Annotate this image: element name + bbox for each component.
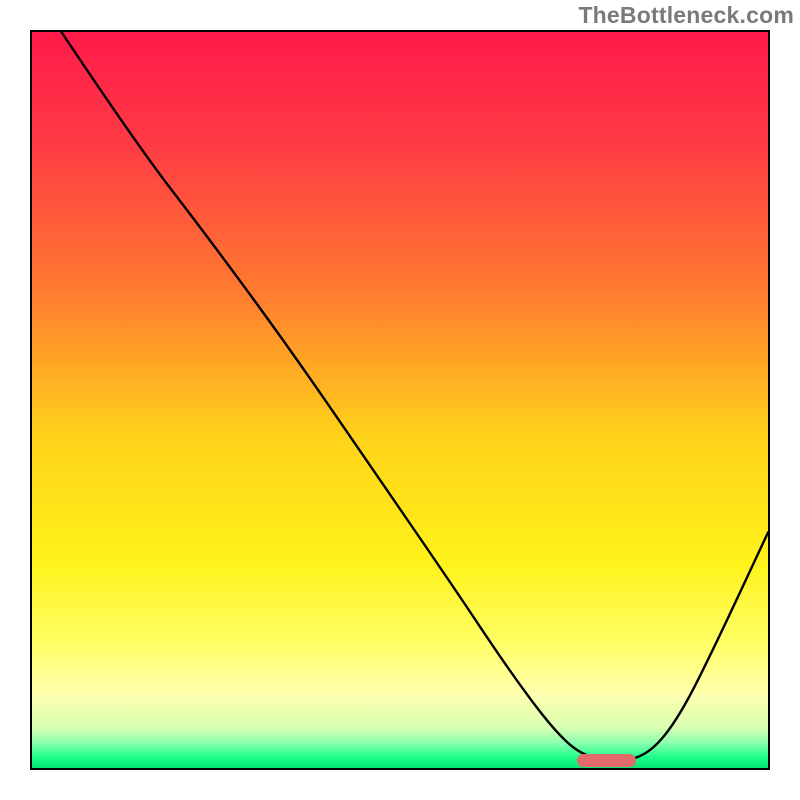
optimal-marker (577, 754, 636, 767)
curve-line (32, 32, 768, 768)
plot-area (30, 30, 770, 770)
watermark-text: TheBottleneck.com (578, 2, 794, 29)
chart-container: TheBottleneck.com (0, 0, 800, 800)
